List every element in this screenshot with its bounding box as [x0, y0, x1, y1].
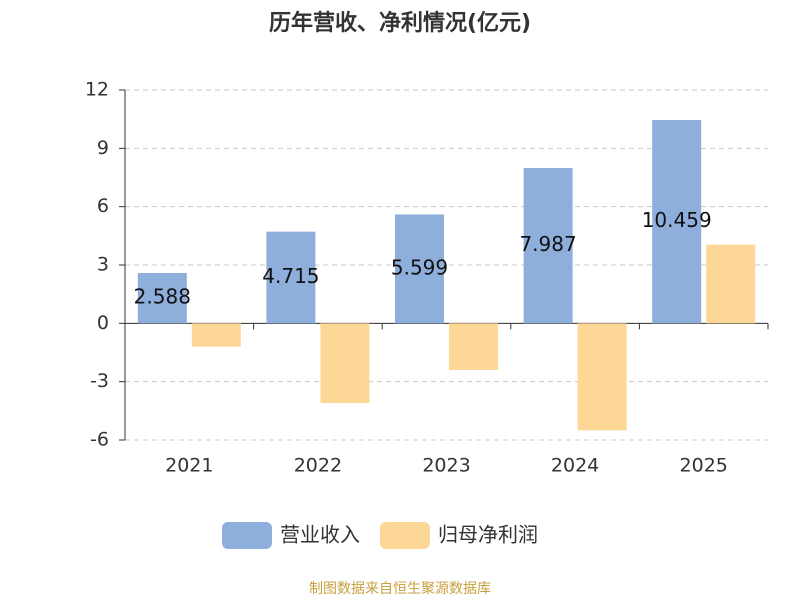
bar [449, 323, 498, 370]
bar [706, 244, 756, 324]
value-label: 7.987 [519, 232, 576, 256]
x-tick-label: 2023 [422, 455, 470, 477]
value-label: 5.599 [391, 255, 448, 279]
x-tick-label: 2021 [165, 455, 213, 477]
chart-title: 历年营收、净利情况(亿元) [269, 10, 531, 36]
bar [652, 119, 702, 324]
x-tick-label: 2025 [680, 455, 728, 477]
value-label: 2.588 [134, 285, 191, 309]
legend-swatch [380, 522, 430, 549]
y-tick-label: -6 [90, 429, 109, 451]
legend-label: 营业收入 [280, 523, 360, 547]
y-tick-label: 0 [97, 312, 109, 334]
x-tick-label: 2024 [551, 455, 599, 477]
source-note: 制图数据来自恒生聚源数据库 [309, 581, 491, 597]
y-tick-label: 9 [97, 137, 109, 159]
bar [137, 273, 187, 324]
bar [523, 168, 573, 324]
bar [320, 323, 370, 404]
value-label: 10.459 [642, 208, 712, 232]
y-tick-label: 12 [85, 79, 109, 101]
legend-swatch [222, 522, 272, 549]
y-tick-label: 6 [97, 195, 109, 217]
bar [191, 323, 241, 347]
value-label: 4.715 [262, 264, 319, 288]
bar [395, 214, 444, 324]
y-tick-label: -3 [90, 370, 109, 392]
legend-label: 归母净利润 [438, 523, 538, 547]
bar [266, 231, 316, 324]
x-tick-label: 2022 [294, 455, 342, 477]
y-tick-label: 3 [97, 254, 109, 276]
bar [577, 323, 627, 431]
